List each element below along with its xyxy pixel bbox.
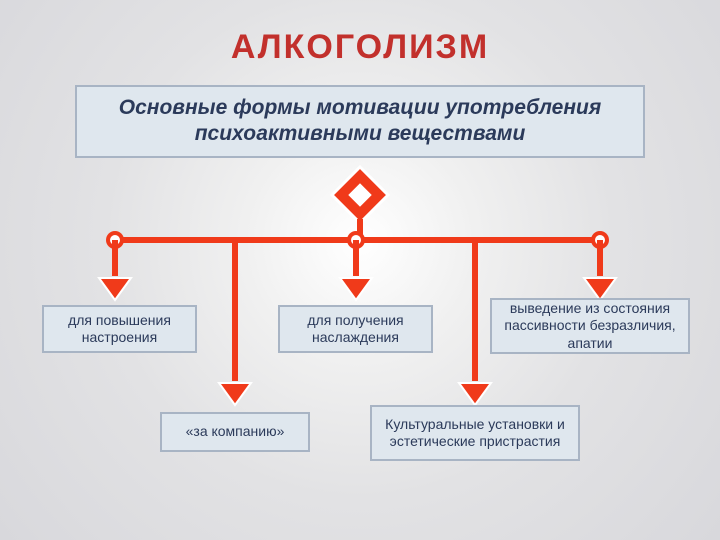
node-n5: Культуральные установки и эстетические п…: [370, 405, 580, 461]
node-n2: для получения наслаждения: [278, 305, 433, 353]
connector-layer: [0, 0, 720, 540]
node-n1: для повышения настроения: [42, 305, 197, 353]
page-title: АЛКОГОЛИЗМ: [0, 0, 720, 67]
subtitle-box: Основные формы мотивации употребления пс…: [75, 85, 645, 158]
node-n3: выведение из состояния пассивности безра…: [490, 298, 690, 354]
node-n4: «за компанию»: [160, 412, 310, 452]
